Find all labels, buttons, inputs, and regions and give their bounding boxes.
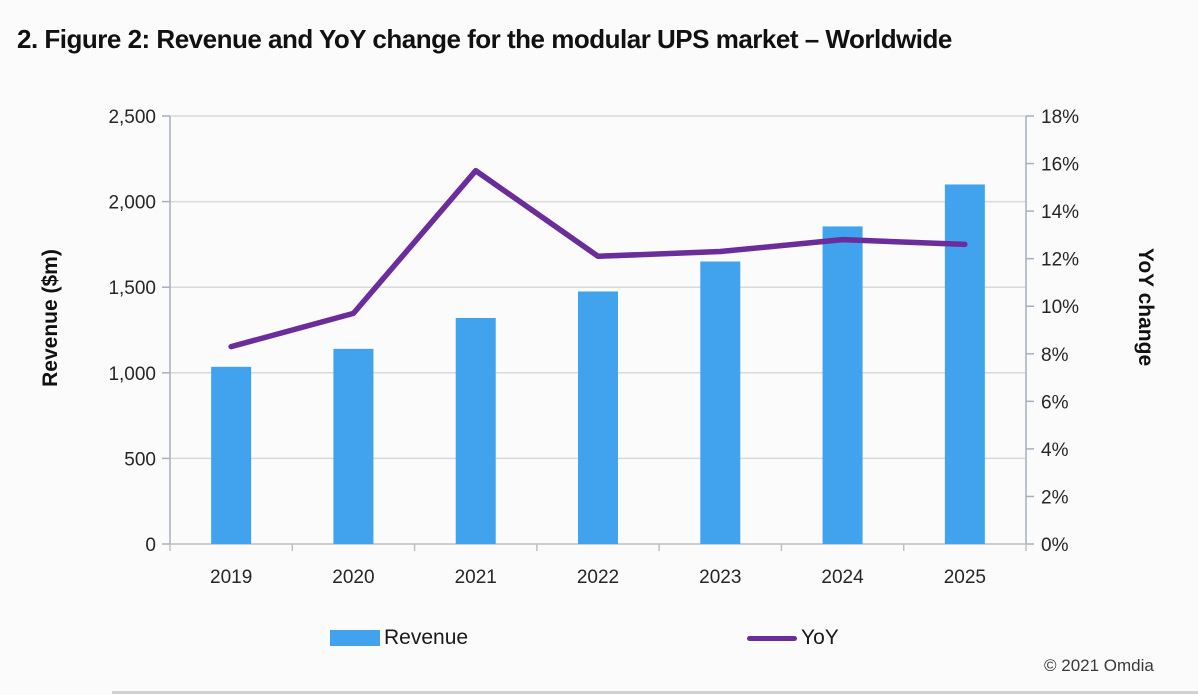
left-axis-tick-label: 1,000 — [108, 364, 156, 385]
left-axis-tick-label: 2,500 — [108, 107, 156, 128]
right-axis-tick-label: 2% — [1041, 487, 1069, 508]
yoy-swatch-icon — [747, 635, 797, 641]
legend-item-yoy: YoY — [747, 626, 839, 650]
left-axis-tick-label: 1,500 — [108, 278, 156, 299]
x-axis-category-label: 2024 — [821, 567, 864, 588]
revenue-bar-2021 — [455, 318, 496, 544]
x-axis-category-label: 2021 — [455, 567, 497, 588]
revenue-bar-2024 — [822, 226, 863, 544]
right-axis-title: YoY change — [1134, 247, 1157, 367]
legend-item-revenue: Revenue — [330, 626, 468, 650]
x-axis-category-label: 2019 — [210, 567, 252, 588]
left-axis-tick-label: 2,000 — [108, 193, 156, 214]
chart-title: 2. Figure 2: Revenue and YoY change for … — [17, 24, 952, 54]
legend-label-yoy: YoY — [801, 626, 839, 649]
left-axis-title: Revenue ($m) — [39, 249, 62, 387]
x-axis-category-label: 2020 — [332, 567, 374, 588]
right-axis-tick-label: 14% — [1041, 202, 1079, 223]
legend-label-revenue: Revenue — [384, 626, 469, 649]
right-axis-tick-label: 16% — [1041, 155, 1079, 176]
copyright-notice: © 2021 Omdia — [1044, 656, 1154, 675]
right-axis-tick-label: 4% — [1041, 440, 1069, 461]
x-axis-category-label: 2023 — [699, 567, 741, 588]
left-axis-tick-label: 500 — [124, 449, 156, 470]
revenue-bar-2023 — [700, 261, 741, 544]
yoy-line — [228, 167, 968, 350]
x-axis-category-label: 2025 — [944, 567, 986, 588]
x-axis-category-label: 2022 — [577, 567, 619, 588]
right-axis-tick-label: 0% — [1041, 535, 1069, 556]
right-axis-tick-label: 10% — [1041, 297, 1079, 318]
revenue-swatch-icon — [330, 630, 380, 646]
revenue-bar-2020 — [333, 348, 374, 544]
revenue-bar-2019 — [211, 366, 252, 544]
right-axis-tick-label: 6% — [1041, 392, 1069, 413]
left-axis-tick-label: 0 — [145, 535, 156, 556]
bottom-divider — [112, 691, 1198, 694]
revenue-bar-2022 — [578, 291, 618, 544]
revenue-bar-2025 — [944, 184, 985, 545]
right-axis-tick-label: 18% — [1041, 107, 1079, 128]
right-axis-tick-label: 12% — [1041, 250, 1079, 271]
right-axis-tick-label: 8% — [1041, 345, 1069, 366]
